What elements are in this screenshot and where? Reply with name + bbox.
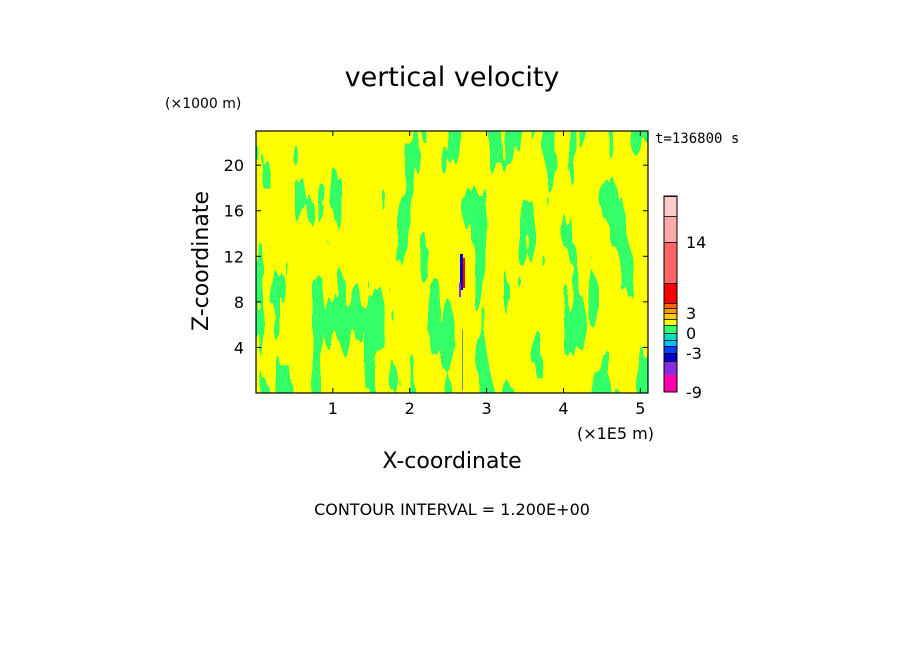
colorbar-tick-label: 14 — [686, 233, 706, 252]
colorbar-level — [664, 196, 677, 216]
x-unit-label: (×1E5 m) — [577, 424, 654, 443]
colorbar-level — [664, 283, 677, 303]
y-tick-label: 8 — [234, 293, 244, 312]
colorbar-level — [664, 242, 677, 283]
colorbar-tick-label: -3 — [686, 344, 702, 363]
x-tick-label: 1 — [328, 399, 338, 418]
field-positive-region — [256, 131, 648, 393]
colorbar-level — [664, 375, 677, 392]
colorbar-level — [664, 346, 677, 353]
contour-interval-text: CONTOUR INTERVAL = 1.200E+00 — [314, 500, 590, 519]
updraft-core — [459, 254, 465, 390]
colorbar-level — [664, 319, 677, 325]
chart-title: vertical velocity — [345, 62, 560, 93]
x-axis-label: X-coordinate — [382, 449, 521, 474]
x-tick-label: 3 — [481, 399, 491, 418]
y-tick-label: 12 — [224, 247, 244, 266]
x-tick-label: 2 — [405, 399, 415, 418]
colorbar-level — [664, 333, 677, 340]
time-label: t=136800 s — [655, 131, 739, 147]
y-unit-label: (×1000 m) — [165, 96, 241, 112]
velocity-field — [256, 131, 648, 393]
core-positive-streak — [463, 258, 465, 288]
colorbar-tick-label: -9 — [686, 383, 702, 402]
x-tick-label: 5 — [635, 399, 645, 418]
colorbar-level — [664, 313, 677, 319]
colorbar-level — [664, 325, 677, 333]
colorbar-frame — [663, 195, 678, 393]
colorbar-tick-label: 3 — [686, 304, 696, 323]
colorbar-level — [664, 361, 677, 375]
colorbar-tick-label: 0 — [686, 324, 696, 343]
core-trail — [462, 330, 463, 390]
colorbar-level — [664, 303, 677, 308]
y-axis-label: Z-coordinate — [189, 191, 214, 331]
colorbar — [663, 195, 678, 393]
colorbar-level — [664, 216, 677, 242]
colorbar-level — [664, 340, 677, 346]
y-tick-label: 20 — [224, 156, 244, 175]
core-lower-streak — [459, 283, 461, 297]
plot-frame — [255, 130, 649, 394]
colorbar-ticks: 14 30-3 -9 — [686, 233, 706, 402]
core-negative-streak — [460, 254, 463, 290]
y-axis-ticks: 4 8 12 16 20 — [224, 156, 648, 357]
y-tick-label: 16 — [224, 202, 244, 221]
y-tick-label: 4 — [234, 338, 244, 357]
colorbar-level — [664, 353, 677, 361]
colorbar-level — [664, 308, 677, 313]
x-tick-label: 4 — [558, 399, 568, 418]
x-axis-ticks: 1 2 3 4 5 — [328, 131, 645, 418]
